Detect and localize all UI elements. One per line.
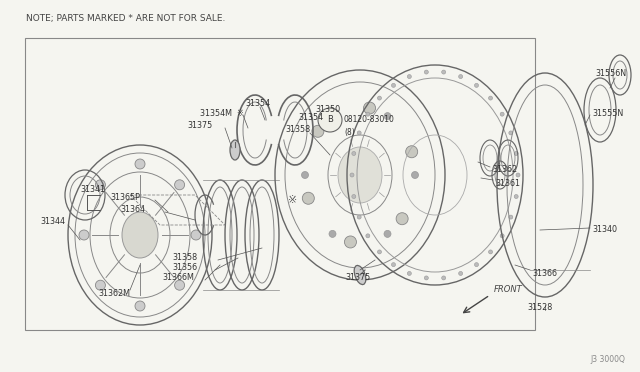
Circle shape [474,83,479,87]
Text: 31358: 31358 [172,253,197,262]
Circle shape [366,112,370,116]
Circle shape [329,230,336,237]
Text: FRONT: FRONT [494,285,523,295]
Text: 31344: 31344 [40,218,65,227]
Circle shape [79,230,89,240]
Circle shape [406,146,418,158]
Text: 31555N: 31555N [592,109,623,118]
Circle shape [329,113,336,120]
Circle shape [344,236,356,248]
Circle shape [301,171,308,179]
Circle shape [312,125,324,137]
Circle shape [350,173,354,177]
Circle shape [175,180,184,190]
Circle shape [191,230,201,240]
Circle shape [366,234,370,238]
Circle shape [407,74,412,78]
Text: 31556N: 31556N [595,70,626,78]
Circle shape [396,213,408,225]
Circle shape [135,301,145,311]
Text: 31350: 31350 [315,106,340,115]
Text: 31354: 31354 [245,99,270,108]
Circle shape [509,215,513,219]
Text: 31354: 31354 [298,112,323,122]
Circle shape [407,272,412,275]
Text: NOTE; PARTS MARKED * ARE NOT FOR SALE.: NOTE; PARTS MARKED * ARE NOT FOR SALE. [26,13,225,22]
Circle shape [474,263,479,267]
Circle shape [357,131,361,135]
Text: 31340: 31340 [592,225,617,234]
Circle shape [392,263,396,267]
Text: 31341: 31341 [80,186,105,195]
Text: ※: ※ [289,195,298,205]
Bar [25,38,535,330]
Circle shape [488,250,493,254]
Circle shape [384,113,391,120]
Circle shape [424,70,428,74]
Circle shape [459,74,463,78]
Ellipse shape [338,147,382,203]
Circle shape [392,83,396,87]
Circle shape [352,195,356,199]
Circle shape [442,70,445,74]
Text: 31354M  ※: 31354M ※ [200,109,244,118]
Ellipse shape [230,140,240,160]
Circle shape [424,276,428,280]
Text: 31365P: 31365P [110,192,140,202]
Text: J3 3000Q: J3 3000Q [590,356,625,365]
Circle shape [514,195,518,199]
Circle shape [516,173,520,177]
Circle shape [500,234,504,238]
Text: 31358: 31358 [285,125,310,135]
Text: 31362: 31362 [492,166,517,174]
Text: 31528: 31528 [527,304,552,312]
Circle shape [514,151,518,155]
Circle shape [384,230,391,237]
Circle shape [500,112,504,116]
Circle shape [412,171,419,179]
Text: B: B [327,115,333,125]
Circle shape [378,96,381,100]
Ellipse shape [122,212,158,258]
Text: 31366M: 31366M [162,273,194,282]
Text: 31375: 31375 [345,273,371,282]
Circle shape [364,102,376,114]
Text: (8): (8) [344,128,355,137]
Circle shape [135,159,145,169]
Circle shape [95,180,106,190]
Circle shape [352,151,356,155]
Circle shape [378,250,381,254]
Circle shape [442,276,445,280]
Text: 31361: 31361 [495,179,520,187]
Circle shape [302,192,314,204]
Text: 31375: 31375 [187,121,212,129]
Circle shape [318,108,342,132]
Text: 31362M: 31362M [98,289,130,298]
Circle shape [459,272,463,275]
Text: 31366: 31366 [532,269,557,278]
Circle shape [488,96,493,100]
Circle shape [175,280,184,290]
Circle shape [357,215,361,219]
Circle shape [95,280,106,290]
Text: 31364: 31364 [120,205,145,215]
Circle shape [509,131,513,135]
Text: 31356: 31356 [172,263,197,272]
Ellipse shape [354,266,366,285]
Text: 08120-83010: 08120-83010 [344,115,395,125]
